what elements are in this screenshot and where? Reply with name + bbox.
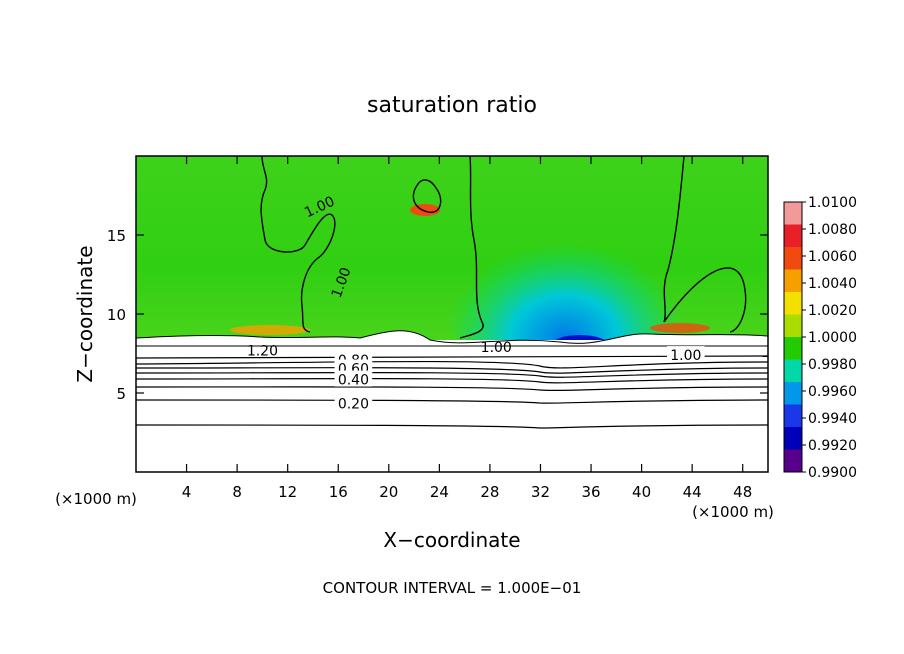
contour-label-text: 0.20 xyxy=(338,396,369,412)
colorbar-swatch xyxy=(784,202,802,225)
colorbar-swatch xyxy=(784,337,802,360)
contour-line-0-10 xyxy=(136,424,768,429)
colorbar: 1.0100 1.0080 1.0060 1.0040 1.0020 1.0000 0.99… xyxy=(783,195,857,481)
contour-line-1-00-center xyxy=(459,156,484,339)
contour-line-0-70 xyxy=(136,360,768,369)
colorbar-swatch xyxy=(784,427,802,450)
contour-line-0-40 xyxy=(136,378,768,384)
x-tick-label: 32 xyxy=(531,483,550,501)
y-tick-label: 10 xyxy=(107,306,126,324)
contour-line-0-60 xyxy=(136,367,768,374)
colorbar-level-label: 0.9940 xyxy=(808,411,857,427)
contour-label: 0.40 xyxy=(334,370,373,389)
colorbar-level-label: 1.0060 xyxy=(808,249,857,265)
contour-line-1-00-left xyxy=(260,156,336,333)
colorbar-swatch xyxy=(784,404,802,428)
colorbar-level-label: 0.9960 xyxy=(808,384,857,400)
contour-line-0-30 xyxy=(136,386,768,392)
contour-label: 0.20 xyxy=(334,394,373,412)
supersaturated-patch xyxy=(410,204,440,216)
x-tick-label: 40 xyxy=(632,483,651,501)
contour-label-background xyxy=(667,346,705,363)
colorbar-swatch xyxy=(784,247,802,270)
colorbar-swatch xyxy=(784,382,802,405)
colorbar-swatch xyxy=(784,314,802,338)
y-tick-label: 5 xyxy=(116,385,126,403)
x-unit-right: (×1000 m) xyxy=(692,503,774,521)
colorbar-level-label: 1.0040 xyxy=(808,276,857,292)
x-tick-label: 20 xyxy=(379,483,398,501)
x-tick-label: 4 xyxy=(182,483,192,501)
x-axis-label: X−coordinate xyxy=(383,528,520,552)
colorbar-swatch xyxy=(784,449,802,473)
y-tick-label: 15 xyxy=(107,227,126,245)
colorbar-swatch xyxy=(784,292,802,315)
contour-interval-footer: CONTOUR INTERVAL = 1.000E−01 xyxy=(323,579,582,597)
contour-label-text: 1.20 xyxy=(247,343,278,359)
contour-label-text: 0.40 xyxy=(338,373,369,389)
x-axis-ticks: 4 8 12 16 20 24 28 32 36 40 44 48 xyxy=(182,156,752,501)
colorbar-swatch xyxy=(784,224,802,248)
contour-line-0-50 xyxy=(136,372,768,378)
colorbar-level-label: 1.0020 xyxy=(808,303,857,319)
contour-label-background xyxy=(334,394,373,411)
supersaturated-band-left xyxy=(230,325,310,335)
y-axis-ticks: 5 10 15 xyxy=(107,227,768,403)
plot-area: 1.001.001.001.001.200.800.600.400.20 481… xyxy=(107,155,769,501)
contour-line-1-00-patch xyxy=(412,179,442,213)
colorbar-level-label: 1.0100 xyxy=(808,195,857,211)
colorbar-level-label: 0.9980 xyxy=(808,357,857,373)
colorbar-level-label: 1.0000 xyxy=(808,330,857,346)
contour-label: 1.20 xyxy=(247,343,278,359)
contour-line-1-00-right xyxy=(663,156,747,333)
x-tick-label: 16 xyxy=(329,483,348,501)
colorbar-level-label: 1.0080 xyxy=(808,222,857,238)
x-tick-label: 48 xyxy=(733,483,752,501)
contour-line-0-20 xyxy=(136,399,768,404)
x-tick-label: 28 xyxy=(480,483,499,501)
x-tick-label: 36 xyxy=(581,483,600,501)
chart-title: saturation ratio xyxy=(367,93,537,118)
x-tick-label: 24 xyxy=(430,483,449,501)
colorbar-swatch xyxy=(784,359,802,383)
x-unit-left: (×1000 m) xyxy=(55,490,137,508)
contour-label-text: 1.00 xyxy=(670,348,701,364)
contour-label-background xyxy=(334,370,373,387)
x-tick-label: 12 xyxy=(278,483,297,501)
colorbar-level-label: 0.9920 xyxy=(808,438,857,454)
colorbar-swatch xyxy=(784,269,802,293)
cloud-base-edge xyxy=(136,330,768,347)
contour-label: 1.00 xyxy=(667,346,705,364)
supersaturated-band-right xyxy=(650,323,710,333)
x-tick-label: 8 xyxy=(232,483,242,501)
colorbar-level-label: 0.9900 xyxy=(808,465,857,481)
contour-label-text: 1.00 xyxy=(481,340,512,356)
x-tick-label: 44 xyxy=(683,483,702,501)
y-axis-label: Z−coordinate xyxy=(73,245,97,382)
contour-label: 1.00 xyxy=(481,340,512,356)
